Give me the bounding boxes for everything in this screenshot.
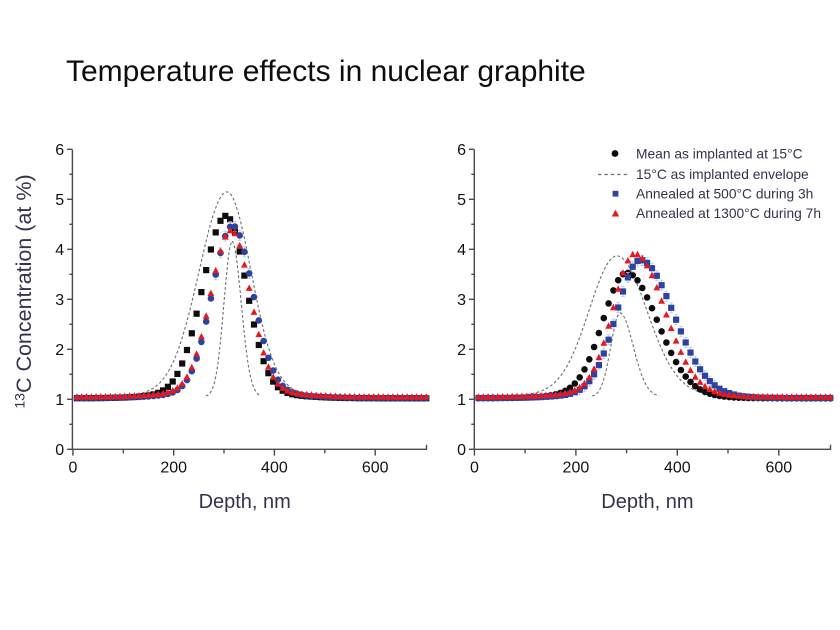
svg-text:0: 0 bbox=[55, 442, 64, 459]
svg-text:600: 600 bbox=[362, 459, 389, 476]
svg-text:6: 6 bbox=[457, 142, 466, 159]
svg-text:13C Concentration (at %): 13C Concentration (at %) bbox=[12, 174, 37, 408]
svg-text:Annealed at 500°C during 3h: Annealed at 500°C during 3h bbox=[636, 187, 813, 202]
svg-text:5: 5 bbox=[457, 192, 466, 209]
svg-text:2: 2 bbox=[457, 342, 466, 359]
svg-text:3: 3 bbox=[457, 292, 466, 309]
svg-text:0: 0 bbox=[68, 459, 77, 476]
svg-text:5: 5 bbox=[55, 192, 64, 209]
svg-text:Mean as implanted at 15°C: Mean as implanted at 15°C bbox=[636, 146, 803, 161]
svg-text:6: 6 bbox=[55, 142, 64, 159]
svg-text:1: 1 bbox=[55, 392, 64, 409]
svg-text:2: 2 bbox=[55, 342, 64, 359]
svg-text:3: 3 bbox=[55, 292, 64, 309]
svg-text:400: 400 bbox=[664, 459, 691, 476]
svg-text:200: 200 bbox=[563, 459, 590, 476]
svg-text:0: 0 bbox=[457, 442, 466, 459]
svg-text:4: 4 bbox=[55, 242, 64, 259]
svg-text:Depth, nm: Depth, nm bbox=[601, 491, 693, 513]
svg-text:Annealed at 1300°C during 7h: Annealed at 1300°C during 7h bbox=[636, 206, 821, 221]
svg-text:400: 400 bbox=[261, 459, 288, 476]
svg-text:0: 0 bbox=[470, 459, 479, 476]
svg-text:4: 4 bbox=[457, 242, 466, 259]
svg-text:200: 200 bbox=[160, 459, 187, 476]
svg-text:Temperature effects in nuclear: Temperature effects in nuclear graphite bbox=[66, 55, 586, 88]
svg-text:15°C as implanted envelope: 15°C as implanted envelope bbox=[636, 167, 809, 182]
svg-text:1: 1 bbox=[457, 392, 466, 409]
svg-text:600: 600 bbox=[765, 459, 792, 476]
svg-text:Depth, nm: Depth, nm bbox=[199, 491, 291, 513]
